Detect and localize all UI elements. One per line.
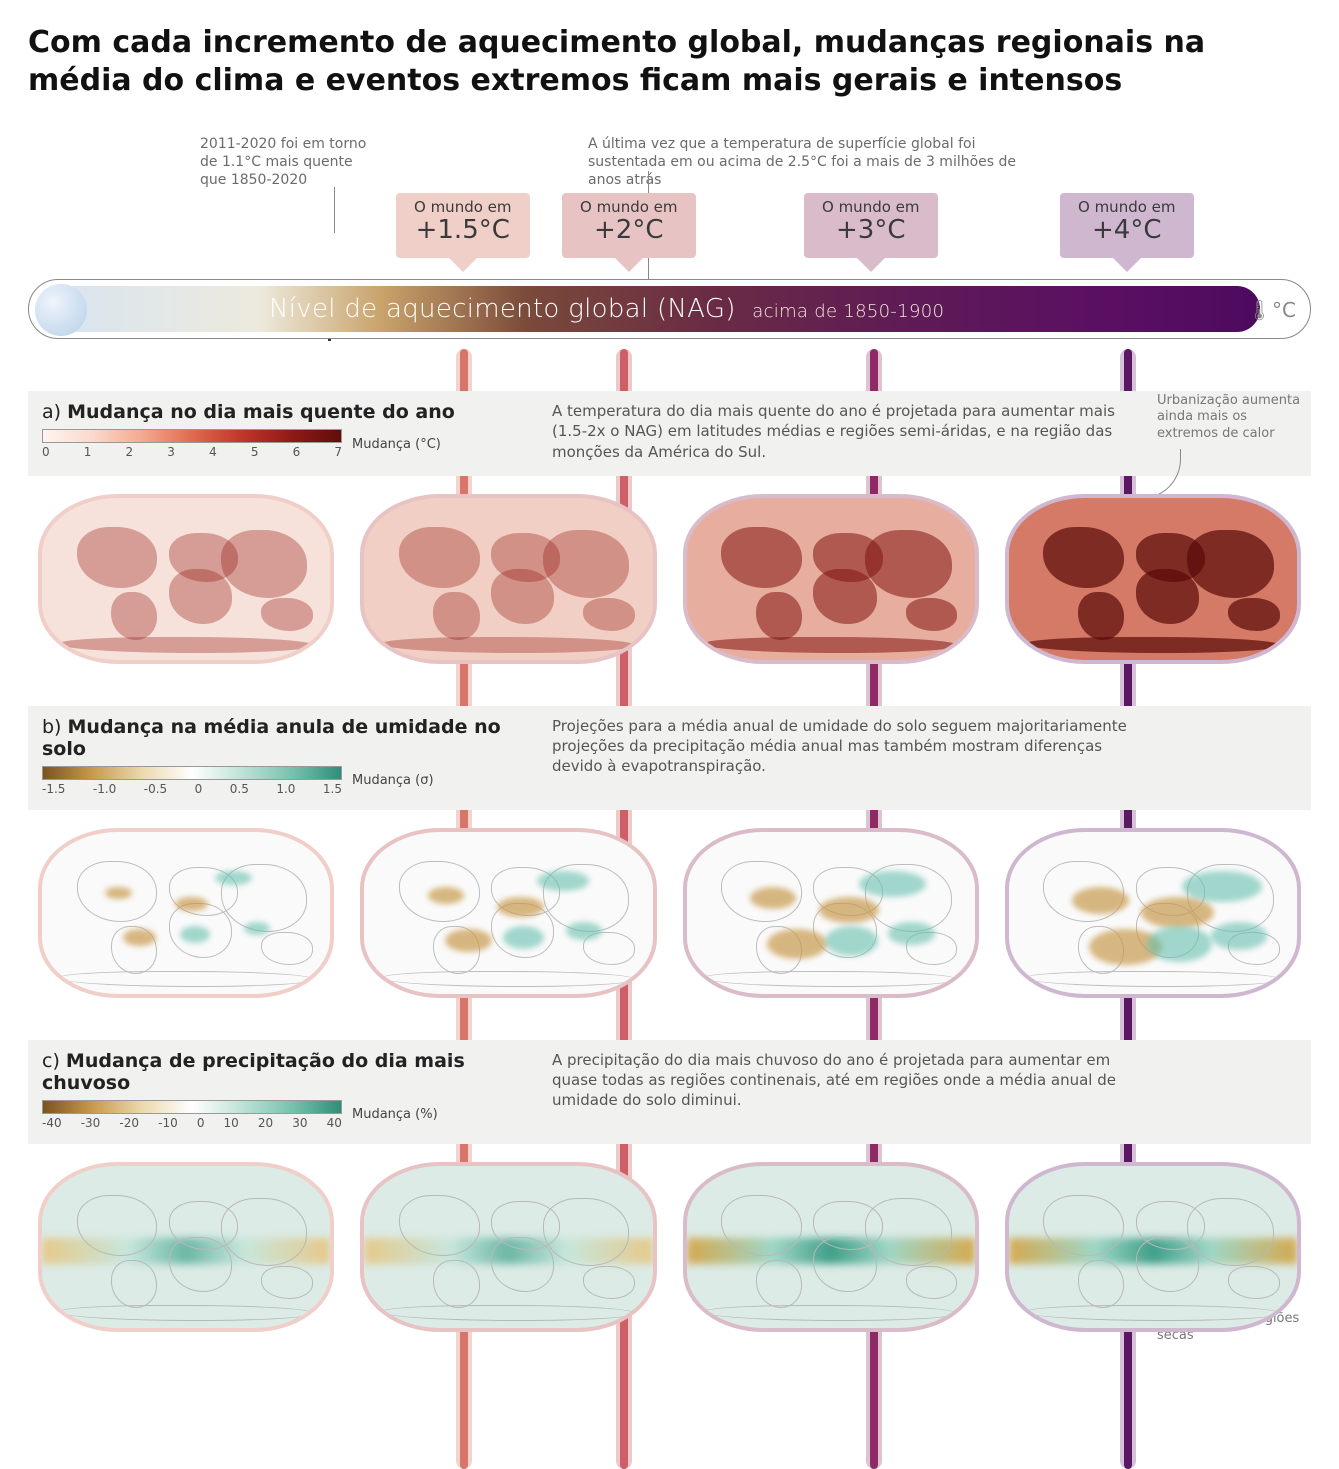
thermometer-label-sub: acima de 1850-1900 <box>752 301 944 322</box>
panel-b-legend: -1.5-1.0-0.500.51.01.5 Mudança (σ) <box>42 766 522 796</box>
map-a-2c <box>360 494 656 664</box>
map-c-1-5c <box>38 1162 334 1332</box>
panel-b: b) Mudança na média anula de umidade no … <box>28 706 1311 1004</box>
flag-3c: O mundo em +3°C <box>804 193 938 258</box>
world-outline <box>687 1166 975 1328</box>
warming-level-flags: 0 1 O mundo em +1.5°C O mundo em +2°C O … <box>28 193 1311 279</box>
flag-top-label: O mundo em <box>414 198 512 216</box>
map-b-2c <box>360 828 656 998</box>
panel-b-label: b) Mudança na média anula de umidade no … <box>42 716 522 760</box>
map-b-3c <box>683 828 979 998</box>
thermometer-bar: Nível de aquecimento global (NAG) acima … <box>28 279 1311 339</box>
panel-a: a) Mudança no dia mais quente do ano 012… <box>28 391 1311 670</box>
thermometer-unit-icon: 🌡°C <box>1247 298 1296 322</box>
map-a-1-5c <box>38 494 334 664</box>
panel-c-prefix: c) <box>42 1050 66 1072</box>
map-c-3c <box>683 1162 979 1332</box>
legend-c-colorbar <box>42 1100 342 1114</box>
page-title: Com cada incremento de aquecimento globa… <box>28 24 1248 99</box>
panel-c-label: c) Mudança de precipitação do dia mais c… <box>42 1050 522 1094</box>
panel-b-prefix: b) <box>42 716 68 738</box>
panel-c-title: Mudança de precipitação do dia mais chuv… <box>42 1050 465 1094</box>
panel-c-legend: -40-30-20-10010203040 Mudança (%) <box>42 1100 522 1130</box>
panel-b-maps <box>28 810 1311 1004</box>
panel-a-prefix: a) <box>42 401 67 423</box>
legend-a-ticks: 01234567 <box>42 445 342 459</box>
panel-b-note: Projeções para a média anual de umidade … <box>552 716 1297 777</box>
map-a-3c <box>683 494 979 664</box>
world-outline <box>1009 1166 1297 1328</box>
panel-b-header: b) Mudança na média anula de umidade no … <box>28 706 1311 810</box>
world-outline <box>364 498 652 660</box>
panel-b-title: Mudança na média anula de umidade no sol… <box>42 716 501 760</box>
legend-a-unit: Mudança (°C) <box>352 437 441 452</box>
panel-a-header: a) Mudança no dia mais quente do ano 012… <box>28 391 1311 476</box>
world-outline <box>1009 498 1297 660</box>
legend-c-ticks: -40-30-20-10010203040 <box>42 1116 342 1130</box>
thermometer-region: 2011-2020 foi em torno de 1.1°C mais que… <box>28 135 1311 355</box>
map-a-4c <box>1005 494 1301 664</box>
flag-top-label: O mundo em <box>580 198 678 216</box>
annotation-2-5c: A última vez que a temperatura de superf… <box>588 135 1028 190</box>
legend-a-colorbar <box>42 429 342 443</box>
flag-1-5c: O mundo em +1.5°C <box>396 193 530 258</box>
flag-value: +2°C <box>580 216 678 246</box>
flag-top-label: O mundo em <box>822 198 920 216</box>
panel-c-header: c) Mudança de precipitação do dia mais c… <box>28 1040 1311 1144</box>
annotation-2011-2020: 2011-2020 foi em torno de 1.1°C mais que… <box>200 135 380 190</box>
world-outline <box>364 1166 652 1328</box>
flag-value: +1.5°C <box>414 216 512 246</box>
legend-b-unit: Mudança (σ) <box>352 773 434 788</box>
panel-a-title: Mudança no dia mais quente do ano <box>67 401 455 423</box>
flag-4c: O mundo em +4°C <box>1060 193 1194 258</box>
legend-b-ticks: -1.5-1.0-0.500.51.01.5 <box>42 782 342 796</box>
world-outline <box>42 1166 330 1328</box>
world-outline <box>687 498 975 660</box>
panel-a-label: a) Mudança no dia mais quente do ano <box>42 401 522 423</box>
thermometer-bulb-icon <box>35 284 87 336</box>
legend-c-unit: Mudança (%) <box>352 1107 438 1122</box>
map-c-2c <box>360 1162 656 1332</box>
panel-a-side-annotation: Urbanização aumenta ainda mais os extrem… <box>1157 393 1307 442</box>
thermometer-label: Nível de aquecimento global (NAG) acima … <box>269 294 944 324</box>
thermometer-label-main: Nível de aquecimento global (NAG) <box>269 294 736 324</box>
world-outline <box>42 832 330 994</box>
flag-value: +3°C <box>822 216 920 246</box>
panel-c-maps <box>28 1144 1311 1338</box>
panel-c-note: A precipitação do dia mais chuvoso do an… <box>552 1050 1297 1111</box>
world-outline <box>42 498 330 660</box>
map-c-4c <box>1005 1162 1301 1332</box>
panel-a-maps <box>28 476 1311 670</box>
panel-a-legend: 01234567 Mudança (°C) <box>42 429 522 459</box>
flag-value: +4°C <box>1078 216 1176 246</box>
panel-c: c) Mudança de precipitação do dia mais c… <box>28 1040 1311 1338</box>
legend-b-colorbar <box>42 766 342 780</box>
flag-2c: O mundo em +2°C <box>562 193 696 258</box>
map-b-1-5c <box>38 828 334 998</box>
map-b-4c <box>1005 828 1301 998</box>
flag-top-label: O mundo em <box>1078 198 1176 216</box>
